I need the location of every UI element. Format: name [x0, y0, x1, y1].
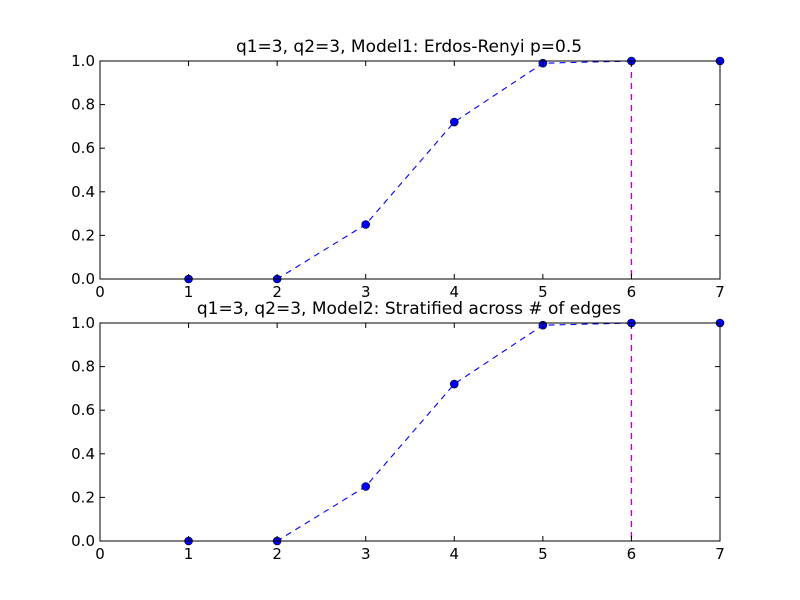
subplot-1-x-tick-label: 0 [95, 283, 105, 301]
subplot-2-x-tick-label: 0 [95, 545, 105, 563]
subplot-1-plot-area: 0 1 2 3 4 5 6 7 0.0 0.2 0.4 0.6 0.8 1.0 [71, 52, 725, 301]
subplot-2-x-tick-label: 4 [450, 545, 460, 563]
subplot-1-y-tick-label: 1.0 [71, 52, 95, 70]
subplot-1-y-tick-label: 0.6 [71, 139, 95, 157]
subplot-2-x-tick-label: 1 [184, 545, 194, 563]
subplot-2-data-point [361, 482, 371, 491]
subplot-1: q1=3, q2=3, Model1: Erdos-Renyi p=0.5 0 1… [71, 37, 725, 301]
subplot-1-y-tick-label: 0.2 [71, 226, 95, 244]
subplot-2-x-tick-label: 5 [538, 545, 548, 563]
subplot-1-y-tick-label: 0.0 [71, 270, 95, 288]
subplot-1-x-tick-label: 5 [538, 283, 548, 301]
subplot-2-plot-area: 0 1 2 3 4 5 6 7 0.0 0.2 0.4 0.6 0.8 1.0 [71, 314, 725, 563]
subplot-1-x-tick-label: 4 [450, 283, 460, 301]
subplot-1-data-point [449, 117, 459, 127]
subplot-1-x-tick-label: 7 [715, 283, 725, 301]
subplot-1-y-tick-label: 0.4 [71, 183, 95, 201]
subplot-2-y-tick-label: 1.0 [71, 314, 95, 332]
subplot-2-axes-frame [99, 322, 721, 542]
subplot-2: q1=3, q2=3, Model2: Stratified across # … [71, 299, 725, 563]
subplot-2-title: q1=3, q2=3, Model2: Stratified across # … [197, 299, 621, 319]
subplot-1-title: q1=3, q2=3, Model1: Erdos-Renyi p=0.5 [236, 37, 582, 57]
subplot-1-x-tick-label: 6 [627, 283, 637, 301]
subplot-2-data-point [449, 379, 459, 389]
subplot-2-x-tick-label: 7 [715, 545, 725, 563]
subplot-2-x-tick-label: 3 [361, 545, 371, 563]
subplot-1-x-tick-label: 1 [184, 283, 194, 301]
subplot-1-x-tick-label: 2 [272, 283, 282, 301]
subplot-2-y-tick-label: 0.8 [71, 358, 95, 376]
subplot-2-y-tick-label: 0.2 [71, 488, 95, 506]
subplot-2-y-tick-label: 0.6 [71, 401, 95, 419]
subplot-1-x-tick-label: 3 [361, 283, 371, 301]
subplot-2-y-tick-label: 0.4 [71, 445, 95, 463]
subplot-2-y-tick-label: 0.0 [71, 532, 95, 550]
subplot-1-y-tick-label: 0.8 [71, 96, 95, 114]
subplot-1-data-point [361, 220, 371, 229]
subplot-1-axes-frame [99, 60, 721, 280]
subplot-2-x-tick-label: 6 [627, 545, 637, 563]
subplot-2-x-tick-label: 2 [272, 545, 282, 563]
